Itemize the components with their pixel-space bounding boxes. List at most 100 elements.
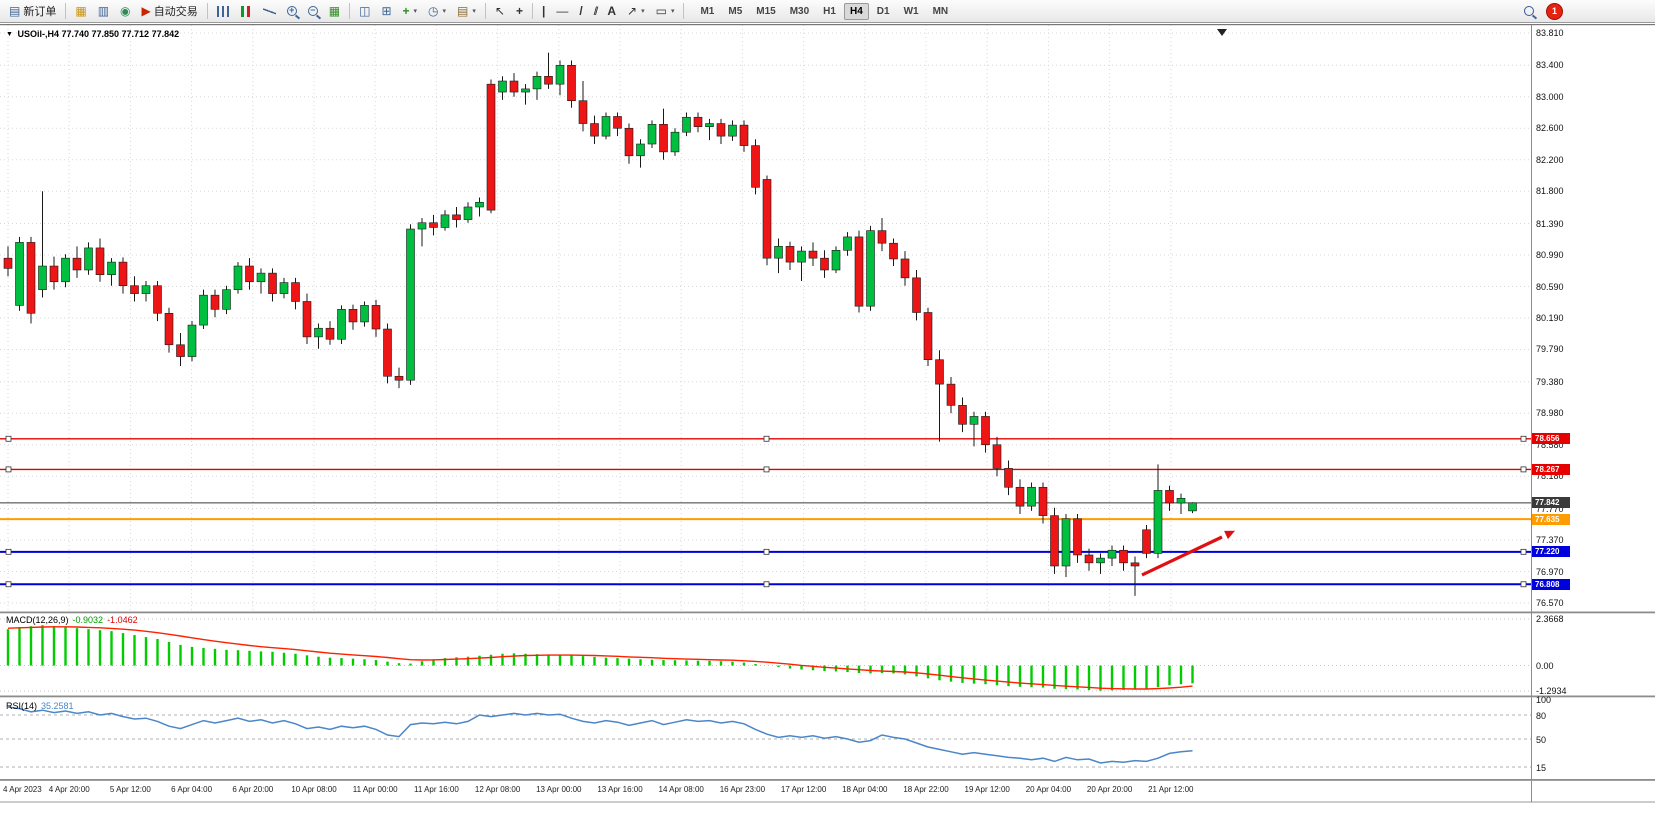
grid-icon: ▦ bbox=[328, 4, 341, 18]
toolbar-separator bbox=[531, 3, 533, 19]
line-handle[interactable] bbox=[5, 466, 12, 473]
horizontal-line-tool-button[interactable]: — bbox=[551, 2, 573, 20]
line-chart-button[interactable] bbox=[258, 2, 281, 20]
line-handle[interactable] bbox=[5, 581, 12, 588]
zoom-out-icon: − bbox=[307, 5, 318, 16]
timeframe-button-h4[interactable]: H4 bbox=[843, 2, 869, 20]
shapes-tool-icon: ▭ bbox=[655, 4, 667, 18]
equidistant-channel-tool-button[interactable]: // bbox=[589, 2, 602, 20]
timeframe-button-d1[interactable]: D1 bbox=[876, 5, 890, 17]
rsi-name: RSI(14) bbox=[6, 701, 38, 711]
trendline-icon: / bbox=[579, 4, 583, 18]
chart-ohlc-values: 77.740 77.850 77.712 77.842 bbox=[61, 29, 180, 39]
candlestick-chart-button[interactable] bbox=[235, 2, 257, 20]
rsi-label: RSI(14) 35.2581 bbox=[6, 701, 74, 711]
timeframe-button-m30[interactable]: M30 bbox=[789, 5, 810, 17]
bar-chart-button[interactable] bbox=[212, 2, 234, 20]
panel-separator[interactable] bbox=[0, 695, 1655, 698]
templates-button[interactable]: ▤ ▾ bbox=[452, 2, 481, 20]
time-tick-label: 6 Apr 04:00 bbox=[171, 785, 213, 794]
text-tool-button[interactable]: A bbox=[602, 2, 621, 20]
timeframe-button-m15[interactable]: M15 bbox=[756, 5, 776, 17]
macd-label: MACD(12,26,9) -0.9032 -1.0462 bbox=[6, 615, 138, 625]
panel-separator[interactable] bbox=[0, 24, 1655, 26]
line-handle[interactable] bbox=[1520, 435, 1527, 442]
equidistant-channel-icon: // bbox=[593, 4, 598, 18]
grid-button[interactable]: ▦ bbox=[324, 2, 345, 20]
time-tick-label: 19 Apr 12:00 bbox=[964, 785, 1010, 794]
cascade-windows-icon: ⊞ bbox=[381, 4, 392, 18]
auto-trading-button[interactable]: ▶ 自动交易 bbox=[137, 2, 203, 20]
macd-signal-value: -1.0462 bbox=[107, 615, 138, 625]
search-icon[interactable] bbox=[1524, 6, 1534, 16]
market-watch-button[interactable]: ▥ bbox=[93, 2, 114, 20]
chart-title: ▼ USOil-,H4 77.740 77.850 77.712 77.842 bbox=[6, 29, 179, 39]
time-tick-label: 20 Apr 20:00 bbox=[1086, 785, 1133, 794]
tile-windows-icon: ◫ bbox=[359, 4, 371, 18]
timeframe-group: M1 M5 M15 M30 H1 H4 D1 W1 MN bbox=[694, 2, 954, 20]
navigator-icon: ◉ bbox=[120, 4, 131, 18]
periods-button[interactable]: ◷ ▾ bbox=[423, 2, 451, 20]
toolbar-separator bbox=[484, 3, 486, 19]
time-tick-label: 4 Apr 20:00 bbox=[48, 785, 90, 794]
panel-separator[interactable] bbox=[0, 611, 1655, 614]
timeframe-button-mn[interactable]: MN bbox=[932, 5, 949, 17]
horizontal-line-icon: — bbox=[556, 4, 569, 18]
one-click-trading-triangle-icon[interactable]: ▼ bbox=[6, 31, 13, 38]
panel-separator[interactable] bbox=[0, 801, 1655, 803]
time-tick-label: 11 Apr 00:00 bbox=[352, 785, 398, 794]
line-handle[interactable] bbox=[763, 548, 770, 555]
trendline-tool-button[interactable]: / bbox=[574, 2, 587, 20]
line-chart-icon bbox=[262, 5, 276, 17]
line-handle[interactable] bbox=[5, 435, 12, 442]
crosshair-tool-button[interactable]: + bbox=[511, 2, 528, 20]
line-handle[interactable] bbox=[5, 548, 12, 555]
indicators-icon: + bbox=[402, 4, 410, 18]
timeframe-button-w1[interactable]: W1 bbox=[903, 5, 919, 17]
time-tick-label: 13 Apr 16:00 bbox=[597, 785, 643, 794]
line-handle[interactable] bbox=[1520, 548, 1527, 555]
arrows-tool-button[interactable]: ↗ ▾ bbox=[622, 2, 650, 20]
zoom-in-button[interactable]: + bbox=[282, 2, 302, 20]
trend-arrow-head[interactable] bbox=[1224, 527, 1237, 540]
timeframe-button-m1[interactable]: M1 bbox=[700, 5, 715, 17]
timeframe-button-h1[interactable]: H1 bbox=[823, 5, 836, 17]
line-handle[interactable] bbox=[763, 581, 770, 588]
zoom-out-sign: − bbox=[310, 5, 316, 15]
indicators-button[interactable]: + ▾ bbox=[398, 2, 423, 20]
tile-windows-button[interactable]: ◫ bbox=[354, 2, 375, 20]
time-tick-label: 5 Apr 12:00 bbox=[109, 785, 151, 794]
new-order-label: 新订单 bbox=[23, 6, 57, 18]
chart-svg bbox=[0, 24, 1655, 803]
toolbar-right-group: 1 bbox=[1524, 2, 1563, 20]
line-handle[interactable] bbox=[763, 435, 770, 442]
line-handle[interactable] bbox=[1520, 581, 1527, 588]
toolbar-separator bbox=[65, 3, 67, 19]
cursor-tool-button[interactable]: ↖ bbox=[490, 2, 510, 20]
auto-trading-label: 自动交易 bbox=[153, 6, 198, 18]
auto-trading-icon: ▶ bbox=[141, 4, 151, 18]
charts-gold-icon: ▦ bbox=[75, 4, 87, 18]
charts-profile-button[interactable]: ▦ bbox=[70, 2, 91, 20]
timeframe-button-m5[interactable]: M5 bbox=[728, 5, 743, 17]
zoom-out-button[interactable]: − bbox=[303, 2, 323, 20]
vertical-line-tool-button[interactable]: | bbox=[537, 2, 550, 20]
trend-arrow[interactable] bbox=[1141, 535, 1223, 577]
shapes-tool-button[interactable]: ▭ ▾ bbox=[651, 2, 680, 20]
new-order-button[interactable]: ▤ 新订单 bbox=[4, 2, 61, 20]
scale-divider bbox=[1531, 25, 1532, 802]
notification-badge[interactable]: 1 bbox=[1546, 2, 1563, 20]
time-tick-label: 4 Apr 2023 bbox=[3, 785, 42, 794]
cascade-windows-button[interactable]: ⊞ bbox=[376, 2, 396, 20]
zoom-in-icon: + bbox=[286, 6, 297, 16]
grid bbox=[0, 25, 1531, 768]
line-handle[interactable] bbox=[763, 466, 770, 473]
line-handle[interactable] bbox=[1520, 466, 1527, 473]
time-tick-label: 21 Apr 12:00 bbox=[1148, 785, 1194, 794]
navigator-button[interactable]: ◉ bbox=[115, 2, 135, 20]
rsi-line bbox=[7, 706, 1193, 764]
templates-icon: ▤ bbox=[457, 4, 469, 18]
time-tick-label: 11 Apr 16:00 bbox=[414, 785, 459, 794]
panel-separator[interactable] bbox=[0, 779, 1655, 781]
time-tick-label: 18 Apr 04:00 bbox=[842, 785, 888, 794]
